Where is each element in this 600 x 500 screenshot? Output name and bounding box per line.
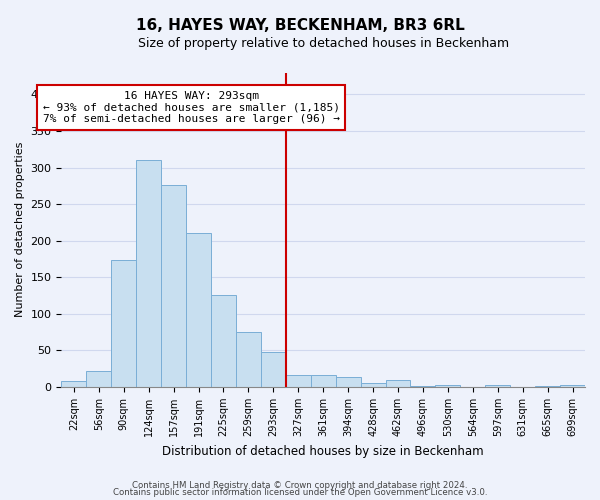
Bar — [410, 386, 436, 387]
Y-axis label: Number of detached properties: Number of detached properties — [15, 142, 25, 318]
Bar — [436, 386, 460, 387]
Title: Size of property relative to detached houses in Beckenham: Size of property relative to detached ho… — [137, 38, 509, 51]
Bar — [386, 380, 410, 387]
Bar — [86, 371, 111, 387]
Text: Contains HM Land Registry data © Crown copyright and database right 2024.: Contains HM Land Registry data © Crown c… — [132, 480, 468, 490]
Bar — [286, 375, 311, 387]
Bar — [261, 352, 286, 387]
X-axis label: Distribution of detached houses by size in Beckenham: Distribution of detached houses by size … — [163, 444, 484, 458]
Bar — [311, 375, 335, 387]
Bar — [161, 185, 186, 387]
Bar — [485, 385, 510, 387]
Bar — [560, 386, 585, 387]
Bar — [211, 295, 236, 387]
Bar — [111, 260, 136, 387]
Text: Contains public sector information licensed under the Open Government Licence v3: Contains public sector information licen… — [113, 488, 487, 497]
Bar — [236, 332, 261, 387]
Bar — [361, 382, 386, 387]
Bar — [335, 376, 361, 387]
Bar — [61, 381, 86, 387]
Text: 16, HAYES WAY, BECKENHAM, BR3 6RL: 16, HAYES WAY, BECKENHAM, BR3 6RL — [136, 18, 464, 32]
Bar — [535, 386, 560, 387]
Bar — [136, 160, 161, 387]
Text: 16 HAYES WAY: 293sqm
← 93% of detached houses are smaller (1,185)
7% of semi-det: 16 HAYES WAY: 293sqm ← 93% of detached h… — [43, 91, 340, 124]
Bar — [186, 232, 211, 387]
